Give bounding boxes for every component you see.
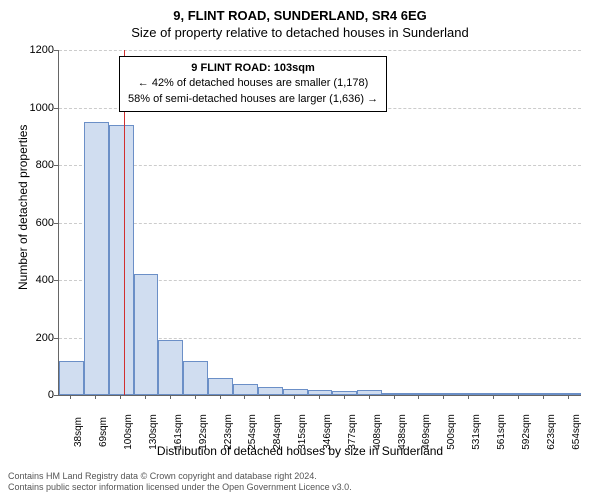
gridline (59, 223, 581, 224)
histogram-bar (357, 390, 382, 395)
x-tick-label: 315sqm (297, 414, 308, 450)
x-tick (543, 395, 544, 399)
info-line-1: 9 FLINT ROAD: 103sqm (128, 61, 378, 76)
histogram-bar (59, 361, 84, 396)
info-box: 9 FLINT ROAD: 103sqm ← 42% of detached h… (119, 56, 387, 112)
x-tick-label: 346sqm (322, 414, 333, 450)
x-tick-label: 531sqm (471, 414, 482, 450)
histogram-bar (109, 125, 134, 395)
attribution: Contains HM Land Registry data © Crown c… (8, 471, 352, 494)
histogram-bar (506, 393, 531, 395)
x-tick-label: 38sqm (73, 417, 84, 447)
histogram-bar (457, 393, 482, 395)
histogram-bar (531, 393, 556, 395)
histogram-bar (407, 393, 432, 395)
x-tick (369, 395, 370, 399)
gridline (59, 50, 581, 51)
histogram-bar (158, 340, 183, 395)
histogram-bar (308, 390, 333, 395)
histogram-bar (432, 393, 457, 395)
histogram-bar (258, 387, 283, 395)
y-tick (54, 223, 58, 224)
y-tick-label: 800 (36, 159, 54, 171)
x-tick-label: 377sqm (347, 414, 358, 450)
y-tick (54, 280, 58, 281)
x-tick (145, 395, 146, 399)
x-tick (195, 395, 196, 399)
x-tick (568, 395, 569, 399)
x-tick (518, 395, 519, 399)
y-axis-label: Number of detached properties (16, 125, 30, 290)
x-tick (120, 395, 121, 399)
histogram-bar (382, 393, 407, 395)
x-tick (344, 395, 345, 399)
x-tick (294, 395, 295, 399)
y-tick-label: 1000 (30, 102, 54, 114)
y-tick (54, 108, 58, 109)
y-tick-label: 200 (36, 332, 54, 344)
histogram-bar (134, 274, 159, 395)
x-tick (493, 395, 494, 399)
y-tick-label: 400 (36, 274, 54, 286)
x-tick-label: 161sqm (173, 414, 184, 450)
info-line-3: 58% of semi-detached houses are larger (… (128, 92, 378, 107)
x-tick-label: 654sqm (571, 414, 582, 450)
x-tick-label: 592sqm (521, 414, 532, 450)
histogram-bar (332, 391, 357, 395)
attribution-line-2: Contains public sector information licen… (8, 482, 352, 494)
x-tick-label: 130sqm (148, 414, 159, 450)
attribution-line-1: Contains HM Land Registry data © Crown c… (8, 471, 352, 483)
y-tick (54, 338, 58, 339)
info-line-2: ← 42% of detached houses are smaller (1,… (128, 76, 378, 91)
x-tick (418, 395, 419, 399)
x-tick (244, 395, 245, 399)
y-tick-label: 600 (36, 217, 54, 229)
histogram-bar (556, 393, 581, 395)
y-tick-label: 1200 (30, 44, 54, 56)
x-tick-label: 100sqm (123, 414, 134, 450)
x-tick-label: 408sqm (372, 414, 383, 450)
y-tick (54, 165, 58, 166)
x-tick-label: 623sqm (546, 414, 557, 450)
x-tick-label: 469sqm (421, 414, 432, 450)
histogram-bar (208, 378, 233, 395)
x-tick-label: 284sqm (272, 414, 283, 450)
y-tick (54, 50, 58, 51)
chart-title: 9, FLINT ROAD, SUNDERLAND, SR4 6EG (0, 0, 600, 23)
x-tick-label: 500sqm (446, 414, 457, 450)
plot-area: 9 FLINT ROAD: 103sqm ← 42% of detached h… (58, 50, 581, 396)
x-tick (394, 395, 395, 399)
y-tick (54, 395, 58, 396)
x-tick (70, 395, 71, 399)
x-tick-label: 561sqm (496, 414, 507, 450)
x-tick-label: 223sqm (223, 414, 234, 450)
x-tick-label: 254sqm (247, 414, 258, 450)
histogram-bar (84, 122, 109, 395)
x-tick-label: 69sqm (98, 417, 109, 447)
histogram-bar (233, 384, 258, 395)
x-tick-label: 192sqm (198, 414, 209, 450)
x-tick-label: 438sqm (397, 414, 408, 450)
histogram-bar (482, 393, 507, 395)
chart-subtitle: Size of property relative to detached ho… (0, 23, 600, 40)
x-tick (443, 395, 444, 399)
gridline (59, 165, 581, 166)
x-tick (170, 395, 171, 399)
x-tick (95, 395, 96, 399)
x-tick (319, 395, 320, 399)
x-tick (269, 395, 270, 399)
x-tick (468, 395, 469, 399)
x-tick (220, 395, 221, 399)
histogram-bar (283, 389, 308, 395)
histogram-bar (183, 361, 208, 396)
